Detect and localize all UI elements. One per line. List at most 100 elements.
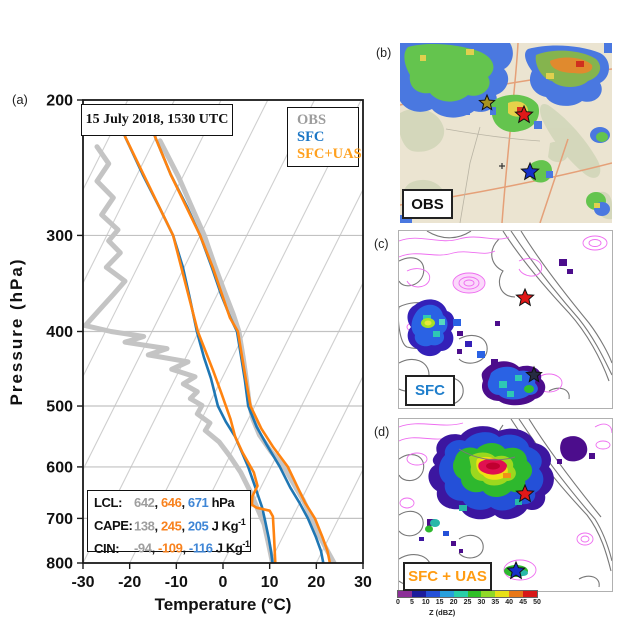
map-sfc-uas-forecast: SFC + UAS xyxy=(398,418,613,592)
map-obs-radar: OBS xyxy=(400,43,612,223)
stats-unit-exponent: -1 xyxy=(242,539,250,550)
stats-value: -116 xyxy=(188,540,213,556)
colorbar-segment xyxy=(453,591,468,597)
red-star-marker xyxy=(514,104,534,124)
stats-value: 642 xyxy=(134,495,155,510)
colorbar-segment xyxy=(481,591,496,597)
x-tick-label: -10 xyxy=(165,574,188,591)
map-c-label-box: SFC xyxy=(405,375,455,406)
panel-b-tag: (b) xyxy=(376,46,392,60)
blue-star-marker xyxy=(520,161,540,181)
y-axis-title: Pressure (hPa) xyxy=(7,258,26,406)
sounding-title-box: 15 July 2018, 1530 UTC xyxy=(81,104,233,136)
purple-echo-specks xyxy=(457,259,573,365)
colorbar-gradient xyxy=(397,590,538,598)
airport-symbol xyxy=(499,163,505,169)
x-tick-label: 20 xyxy=(307,574,325,591)
colorbar-segment xyxy=(439,591,454,597)
x-tick-label: -20 xyxy=(118,574,141,591)
x-axis-title: Temperature (°C) xyxy=(155,595,292,614)
colorbar-segment xyxy=(523,591,538,597)
y-tick-label: 600 xyxy=(46,459,73,476)
y-tick-label: 700 xyxy=(46,511,73,528)
colorbar-label: Z (dBZ) xyxy=(429,608,456,617)
red-star-marker xyxy=(515,287,535,307)
y-tick-label: 500 xyxy=(46,399,73,416)
colorbar-tick-label: 15 xyxy=(435,599,444,606)
panel-d-tag: (d) xyxy=(374,425,390,439)
colorbar-tick-label: 45 xyxy=(519,599,527,606)
stats-value: 671 xyxy=(187,495,209,510)
colorbar-segment xyxy=(495,591,510,597)
colorbar-tick-label: 40 xyxy=(505,599,514,606)
obs-radar-map xyxy=(400,43,612,223)
map-b-label-box: OBS xyxy=(402,189,453,219)
colorbar-segment xyxy=(411,591,426,597)
stats-row-CAPE: CAPE: 138, 245, 205 J Kg-1 xyxy=(94,513,246,536)
stats-value: -109 xyxy=(158,540,183,556)
panel-c-tag: (c) xyxy=(374,237,389,251)
radar-echo-cluster-top-left xyxy=(400,43,513,118)
minor-roads xyxy=(445,126,541,223)
x-tick-label: 0 xyxy=(219,574,228,591)
dark-star-marker xyxy=(525,365,543,383)
colorbar-segment xyxy=(425,591,440,597)
radar-echo-cluster-top-right xyxy=(525,43,612,106)
sfc-uas-forecast-map xyxy=(399,419,612,591)
series-SFC+UAS-temperature xyxy=(153,135,332,563)
y-tick-label: 400 xyxy=(46,324,73,341)
stability-stats-box: LCL: 642, 646, 671 hPa CAPE: 138, 245, 205 … xyxy=(87,490,251,556)
stats-value: 245 xyxy=(160,517,182,533)
x-tick-label: 30 xyxy=(354,574,372,591)
colorbar-tick-label: 25 xyxy=(463,599,472,606)
colorbar-segment xyxy=(467,591,482,597)
colorbar-tick-label: 20 xyxy=(449,599,458,606)
reflectivity-colorbar: 0 5 10 15 20 25 30 35 40 45 50 Z (dBZ) xyxy=(393,589,568,623)
stats-value: 138 xyxy=(134,517,155,533)
map-c-label: SFC xyxy=(415,382,445,399)
sounding-date: 15 July 2018, 1530 UTC xyxy=(85,112,229,127)
stats-value: 205 xyxy=(187,517,209,533)
map-d-label-box: SFC + UAS xyxy=(403,562,492,591)
colorbar-tick-label: 30 xyxy=(477,599,486,606)
colorbar-tick-label: 35 xyxy=(491,599,500,606)
skewt-legend: OBS SFC SFC+UAS xyxy=(287,107,362,167)
radar-echo-small-cluster xyxy=(419,519,463,553)
stats-value: 646 xyxy=(160,495,182,510)
legend-entry-SFC+UAS: SFC+UAS xyxy=(297,146,362,162)
panel-a-tag: (a) xyxy=(12,92,28,107)
y-tick-label: 200 xyxy=(46,93,73,110)
stats-row-CIN: CIN: -94, -109, -116 J Kg-1 xyxy=(94,535,250,558)
colorbar-tick-label: 0 xyxy=(396,599,400,606)
series-SFC+UAS-dewpoint xyxy=(123,135,277,563)
skewt-plot: -30 -20 -10 0 10 20 30 200 300 400 500 600 700 800 Tem… xyxy=(7,93,372,615)
colorbar-tick-label: 10 xyxy=(421,599,430,606)
stats-label: CAPE: xyxy=(94,517,133,533)
map-d-label: SFC + UAS xyxy=(408,568,487,585)
stats-unit-exponent: -1 xyxy=(238,516,246,527)
colorbar-tick-label: 50 xyxy=(533,599,541,606)
legend-entry-OBS: OBS xyxy=(297,112,327,128)
y-tick-label: 300 xyxy=(46,228,73,245)
purple-echo-top-right xyxy=(557,436,595,464)
stats-label: LCL: xyxy=(94,495,122,510)
radar-echo-left-cluster xyxy=(407,299,485,358)
x-tick-label: 10 xyxy=(261,574,279,591)
stats-label: CIN: xyxy=(94,540,120,556)
colorbar-segment xyxy=(509,591,524,597)
x-tick-label: -30 xyxy=(71,574,94,591)
map-b-label: OBS xyxy=(411,195,444,213)
series-OBS-dewpoint xyxy=(83,144,275,563)
y-tick-label: 800 xyxy=(46,556,73,573)
radar-echo-scattered xyxy=(400,127,610,223)
analysis-contours-magenta xyxy=(399,235,608,393)
legend-entry-SFC: SFC xyxy=(297,129,325,145)
red-star-marker xyxy=(515,483,535,503)
skewt-series xyxy=(83,135,337,563)
gold-star-marker xyxy=(478,93,496,111)
stats-value: -94 xyxy=(134,540,152,556)
colorbar-tick-label: 5 xyxy=(409,599,414,606)
blue-star-marker xyxy=(506,560,526,580)
colorbar-segment xyxy=(398,591,412,597)
